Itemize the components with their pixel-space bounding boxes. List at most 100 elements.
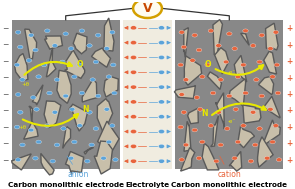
- Text: V: V: [143, 2, 152, 15]
- Circle shape: [87, 44, 92, 47]
- Polygon shape: [264, 51, 276, 74]
- Polygon shape: [12, 154, 31, 170]
- Circle shape: [243, 29, 248, 33]
- Circle shape: [223, 60, 229, 64]
- Circle shape: [50, 159, 55, 163]
- Circle shape: [60, 60, 65, 64]
- Circle shape: [192, 128, 197, 132]
- Circle shape: [63, 94, 68, 98]
- Circle shape: [33, 48, 38, 52]
- Polygon shape: [234, 55, 247, 82]
- Text: N: N: [82, 105, 88, 114]
- Circle shape: [227, 94, 232, 98]
- Polygon shape: [211, 116, 218, 147]
- Circle shape: [90, 78, 96, 81]
- Polygon shape: [175, 85, 195, 98]
- Text: -e⁻: -e⁻: [227, 70, 236, 75]
- Circle shape: [15, 158, 21, 162]
- Text: +: +: [286, 74, 293, 83]
- Circle shape: [178, 125, 183, 129]
- Polygon shape: [266, 23, 278, 50]
- Circle shape: [273, 124, 278, 127]
- Circle shape: [233, 108, 239, 111]
- Polygon shape: [84, 147, 93, 154]
- Circle shape: [218, 78, 223, 81]
- Circle shape: [199, 75, 205, 79]
- Circle shape: [106, 75, 112, 79]
- Circle shape: [130, 159, 137, 163]
- Polygon shape: [264, 96, 280, 118]
- Text: N: N: [201, 109, 208, 118]
- Circle shape: [179, 158, 184, 162]
- Circle shape: [270, 75, 275, 79]
- Polygon shape: [29, 106, 33, 123]
- Circle shape: [268, 108, 273, 111]
- Circle shape: [130, 100, 137, 104]
- Polygon shape: [94, 141, 112, 174]
- Circle shape: [158, 41, 165, 45]
- Circle shape: [158, 144, 165, 148]
- Circle shape: [181, 110, 187, 114]
- Circle shape: [14, 63, 20, 67]
- Text: O: O: [204, 60, 211, 69]
- Circle shape: [41, 63, 47, 67]
- Circle shape: [257, 127, 262, 130]
- Circle shape: [224, 127, 230, 130]
- Text: −: −: [2, 57, 9, 66]
- Circle shape: [113, 158, 118, 162]
- Circle shape: [274, 63, 280, 67]
- Circle shape: [158, 129, 165, 134]
- Circle shape: [216, 110, 221, 114]
- Circle shape: [20, 143, 25, 147]
- Circle shape: [87, 110, 92, 114]
- Circle shape: [241, 124, 246, 127]
- Circle shape: [130, 55, 137, 60]
- Circle shape: [130, 129, 137, 134]
- Text: +: +: [286, 90, 293, 99]
- Circle shape: [194, 96, 200, 99]
- Circle shape: [17, 110, 23, 114]
- Circle shape: [15, 30, 21, 34]
- Circle shape: [158, 55, 165, 60]
- Polygon shape: [229, 151, 242, 171]
- Polygon shape: [258, 77, 274, 94]
- Circle shape: [130, 85, 137, 89]
- Circle shape: [192, 33, 197, 37]
- Bar: [175, 20, 283, 169]
- Polygon shape: [216, 93, 224, 129]
- Circle shape: [158, 70, 165, 74]
- Circle shape: [205, 63, 210, 67]
- Circle shape: [93, 127, 99, 130]
- Circle shape: [34, 108, 39, 111]
- Text: +: +: [286, 139, 293, 148]
- Polygon shape: [207, 72, 222, 89]
- Circle shape: [218, 143, 223, 147]
- Text: Carbon monolithic electrode: Carbon monolithic electrode: [171, 183, 287, 188]
- Text: −: −: [2, 139, 9, 148]
- Text: +θ: +θ: [19, 125, 27, 130]
- Circle shape: [68, 156, 74, 160]
- Polygon shape: [229, 79, 246, 106]
- Text: −: −: [2, 74, 9, 83]
- Circle shape: [130, 115, 137, 119]
- Circle shape: [270, 140, 275, 144]
- Circle shape: [61, 127, 66, 130]
- Text: +: +: [286, 123, 293, 132]
- Circle shape: [235, 140, 241, 144]
- Polygon shape: [45, 36, 63, 49]
- Text: −: −: [2, 90, 9, 99]
- Circle shape: [254, 78, 259, 81]
- Text: cation: cation: [217, 156, 241, 179]
- Polygon shape: [24, 121, 38, 139]
- Circle shape: [210, 91, 216, 95]
- Polygon shape: [69, 104, 88, 131]
- Polygon shape: [73, 33, 87, 54]
- Circle shape: [227, 32, 232, 36]
- Polygon shape: [258, 137, 273, 167]
- Circle shape: [196, 156, 202, 160]
- Circle shape: [79, 29, 85, 33]
- Polygon shape: [238, 125, 255, 148]
- Polygon shape: [188, 108, 198, 124]
- Circle shape: [179, 30, 184, 34]
- Circle shape: [243, 91, 248, 95]
